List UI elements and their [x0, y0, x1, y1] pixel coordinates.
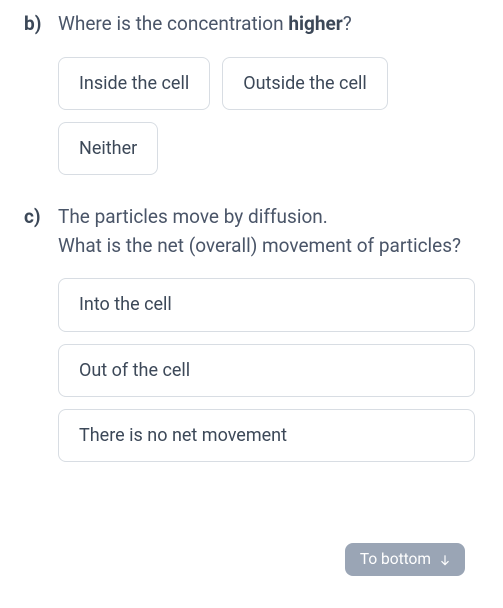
question-b-prompt: Where is the concentration higher?: [58, 10, 475, 39]
question-c-prompt: The particles move by diffusion. What is…: [58, 203, 475, 260]
question-b-prompt-prefix: Where is the concentration: [58, 12, 288, 35]
question-b-label: b): [24, 10, 48, 38]
arrow-down-icon: [438, 553, 452, 567]
question-b-row: b) Where is the concentration higher?: [24, 10, 475, 39]
option-into-the-cell[interactable]: Into the cell: [58, 278, 475, 331]
question-b-prompt-suffix: ?: [343, 12, 352, 35]
question-c: c) The particles move by diffusion. What…: [24, 203, 475, 462]
question-b-prompt-strong: higher: [288, 12, 342, 35]
question-b: b) Where is the concentration higher? In…: [24, 10, 475, 175]
question-c-prompt-line1: The particles move by diffusion.: [58, 205, 328, 228]
option-out-of-the-cell[interactable]: Out of the cell: [58, 344, 475, 397]
question-c-options: Into the cell Out of the cell There is n…: [58, 278, 475, 462]
option-outside-the-cell[interactable]: Outside the cell: [222, 57, 388, 110]
option-inside-the-cell[interactable]: Inside the cell: [58, 57, 210, 110]
to-bottom-label: To bottom: [360, 550, 431, 569]
option-neither[interactable]: Neither: [58, 122, 158, 175]
option-no-net-movement[interactable]: There is no net movement: [58, 409, 475, 462]
question-b-options: Inside the cell Outside the cell Neither: [58, 57, 475, 176]
question-c-label: c): [24, 203, 48, 231]
to-bottom-button[interactable]: To bottom: [345, 543, 465, 576]
question-c-prompt-line2: What is the net (overall) movement of pa…: [58, 234, 461, 257]
question-c-row: c) The particles move by diffusion. What…: [24, 203, 475, 260]
